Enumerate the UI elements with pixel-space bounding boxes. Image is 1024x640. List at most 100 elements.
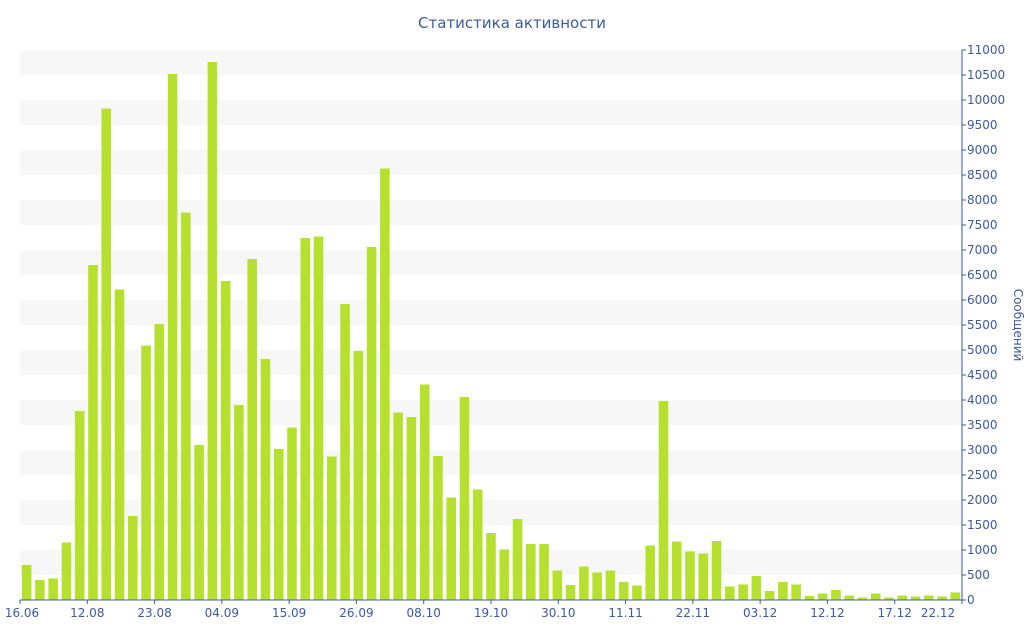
bar[interactable] [446,497,456,601]
y-tick-label: 5500 [967,318,998,332]
bar[interactable] [685,551,695,601]
bar[interactable] [897,595,908,601]
bar[interactable] [645,545,655,601]
y-tick-label: 10000 [967,93,1005,107]
bar[interactable] [817,593,828,601]
y-axis-title: Сообщений [1011,289,1024,362]
bar[interactable] [738,584,748,601]
y-tick-label: 3500 [967,418,998,432]
bar[interactable] [21,565,32,600]
bar[interactable] [141,345,151,601]
bar[interactable] [393,412,403,601]
bar[interactable] [154,324,165,600]
bar[interactable] [167,74,178,600]
y-tick-label: 8500 [967,168,998,182]
bar[interactable] [698,553,709,601]
y-tick-label: 6500 [967,268,998,282]
bar[interactable] [565,585,576,600]
bar[interactable] [300,238,311,600]
bar[interactable] [924,595,934,601]
bar[interactable] [61,542,72,601]
y-tick-label: 5000 [967,343,998,357]
grid-band [20,250,962,275]
grid-band [20,50,962,75]
x-tick-label: 16.06 [5,606,39,620]
bar[interactable] [512,519,523,600]
bar[interactable] [870,593,881,601]
bar[interactable] [273,449,284,600]
bar[interactable] [74,411,85,600]
x-tick-label: 19.10 [474,606,508,620]
bar[interactable] [539,544,549,600]
bar[interactable] [950,592,961,601]
bar[interactable] [88,265,98,600]
bar[interactable] [632,585,642,601]
bar[interactable] [128,516,138,600]
bar[interactable] [552,570,563,601]
grid-band [20,100,962,125]
x-tick-label: 12.08 [70,606,104,620]
bar[interactable] [618,582,629,600]
bar[interactable] [499,549,510,601]
bar[interactable] [114,289,125,601]
bar[interactable] [526,544,536,600]
bar[interactable] [831,590,841,600]
bar[interactable] [844,595,854,601]
bar[interactable] [910,596,921,601]
bar[interactable] [327,456,337,601]
x-tick-label: 04.09 [205,606,239,620]
x-tick-label: 17.12 [878,606,912,620]
bar[interactable] [380,168,390,601]
bar[interactable] [804,596,815,600]
y-tick-label: 1500 [967,518,998,532]
bar[interactable] [472,489,483,601]
y-tick-label: 6000 [967,293,998,307]
bar[interactable] [207,62,218,600]
bar[interactable] [181,212,191,601]
bar[interactable] [605,570,616,601]
bar[interactable] [419,384,430,601]
bar[interactable] [247,259,257,600]
bar[interactable] [220,281,231,600]
bar[interactable] [658,401,669,600]
x-tick-label: 26.09 [339,606,373,620]
bar[interactable] [711,541,722,600]
bar[interactable] [366,247,377,600]
bar[interactable] [35,580,45,600]
bar[interactable] [433,456,443,600]
chart-title: Статистика активности [418,14,606,32]
bar[interactable] [884,597,894,601]
bar[interactable] [778,582,788,600]
bar[interactable] [353,351,364,600]
bar[interactable] [101,108,112,601]
x-tick-label: 08.10 [407,606,441,620]
bar[interactable] [937,596,947,601]
bar[interactable] [486,533,496,600]
bar[interactable] [48,578,58,601]
y-tick-label: 10500 [967,68,1005,82]
y-tick-label: 9500 [967,118,998,132]
bar[interactable] [671,541,682,601]
bar[interactable] [459,397,470,600]
bar[interactable] [406,417,417,600]
bar[interactable] [857,597,868,601]
bar[interactable] [194,445,204,600]
x-tick-label: 03.12 [743,606,777,620]
grid-band [20,300,962,325]
bar[interactable] [791,584,801,601]
bar[interactable] [751,576,762,600]
bar[interactable] [313,236,324,601]
bar[interactable] [234,405,244,600]
y-tick-label: 7000 [967,243,998,257]
bar[interactable] [579,566,589,601]
bar[interactable] [592,572,602,601]
bar[interactable] [764,591,775,600]
bar[interactable] [287,427,297,601]
bar[interactable] [260,359,271,600]
bar[interactable] [725,586,735,601]
y-axis: 0 500 1000 1500 2000 2500 3000 3500 4000 4500 5000… [961,43,1005,607]
y-tick-label: 2500 [967,468,998,482]
x-tick-label: 22.11 [676,606,710,620]
bar[interactable] [340,304,350,600]
